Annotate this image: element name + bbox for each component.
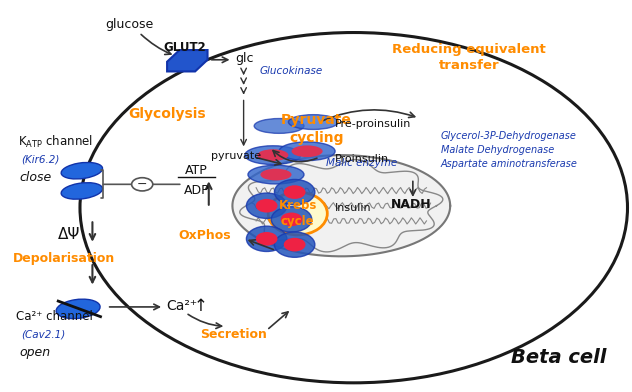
Ellipse shape	[279, 142, 335, 161]
Text: ADP: ADP	[183, 184, 209, 197]
Ellipse shape	[268, 192, 327, 235]
Ellipse shape	[274, 232, 315, 257]
Ellipse shape	[246, 193, 287, 218]
Polygon shape	[167, 50, 207, 71]
Text: glucose: glucose	[106, 18, 154, 31]
Circle shape	[131, 178, 153, 191]
Text: Glycolysis: Glycolysis	[128, 107, 206, 121]
Text: Krebs
cycle: Krebs cycle	[279, 199, 317, 228]
Text: Glycerol-3P-Dehydrogenase: Glycerol-3P-Dehydrogenase	[441, 131, 577, 141]
Text: Pyruvate
cycling: Pyruvate cycling	[281, 113, 352, 145]
Text: ↑: ↑	[194, 297, 208, 315]
Text: open: open	[20, 346, 51, 359]
Text: Depolarisation: Depolarisation	[13, 252, 116, 265]
Text: (Cav2.1): (Cav2.1)	[21, 329, 65, 339]
Ellipse shape	[260, 169, 291, 180]
Text: Malic enzyme: Malic enzyme	[325, 158, 397, 168]
Text: GLUT2: GLUT2	[163, 41, 206, 54]
Text: ΔΨ: ΔΨ	[58, 227, 81, 242]
Text: close: close	[20, 171, 52, 184]
Text: Aspartate aminotransferase: Aspartate aminotransferase	[441, 160, 578, 169]
Ellipse shape	[246, 226, 287, 251]
Text: ATP: ATP	[185, 164, 208, 177]
Ellipse shape	[288, 114, 338, 129]
Text: Secretion: Secretion	[200, 328, 267, 341]
Text: Beta cell: Beta cell	[511, 348, 607, 367]
Ellipse shape	[274, 180, 315, 205]
Ellipse shape	[256, 232, 277, 246]
Ellipse shape	[61, 162, 102, 179]
Ellipse shape	[284, 185, 305, 199]
Text: Ca²⁺: Ca²⁺	[166, 299, 197, 313]
Text: OxPhos: OxPhos	[178, 229, 231, 242]
Text: pyruvate: pyruvate	[210, 151, 261, 161]
Polygon shape	[233, 155, 450, 256]
Text: Proinsulin: Proinsulin	[335, 154, 389, 164]
Text: glc: glc	[235, 52, 253, 65]
Ellipse shape	[284, 238, 305, 251]
Ellipse shape	[61, 183, 102, 199]
Text: Pre-proinsulin: Pre-proinsulin	[335, 119, 411, 129]
Ellipse shape	[245, 146, 301, 165]
Ellipse shape	[256, 199, 277, 212]
Ellipse shape	[248, 165, 304, 184]
Text: Glucokinase: Glucokinase	[259, 67, 322, 76]
Text: Reducing equivalent
transfer: Reducing equivalent transfer	[392, 44, 545, 73]
Text: (Kir6.2): (Kir6.2)	[21, 154, 59, 164]
Ellipse shape	[56, 299, 100, 319]
Text: NADH: NADH	[391, 198, 432, 211]
Ellipse shape	[80, 33, 628, 383]
Text: K$_{\mathregular{ATP}}$ channel: K$_{\mathregular{ATP}}$ channel	[18, 133, 93, 150]
Ellipse shape	[291, 145, 322, 157]
Text: Malate Dehydrogenase: Malate Dehydrogenase	[441, 145, 554, 155]
Ellipse shape	[254, 118, 304, 133]
Text: Insulin: Insulin	[335, 203, 372, 214]
Ellipse shape	[271, 207, 312, 232]
Ellipse shape	[257, 149, 288, 161]
Text: −: −	[137, 178, 147, 191]
Ellipse shape	[281, 212, 302, 226]
Text: Ca²⁺ channel: Ca²⁺ channel	[16, 310, 93, 323]
